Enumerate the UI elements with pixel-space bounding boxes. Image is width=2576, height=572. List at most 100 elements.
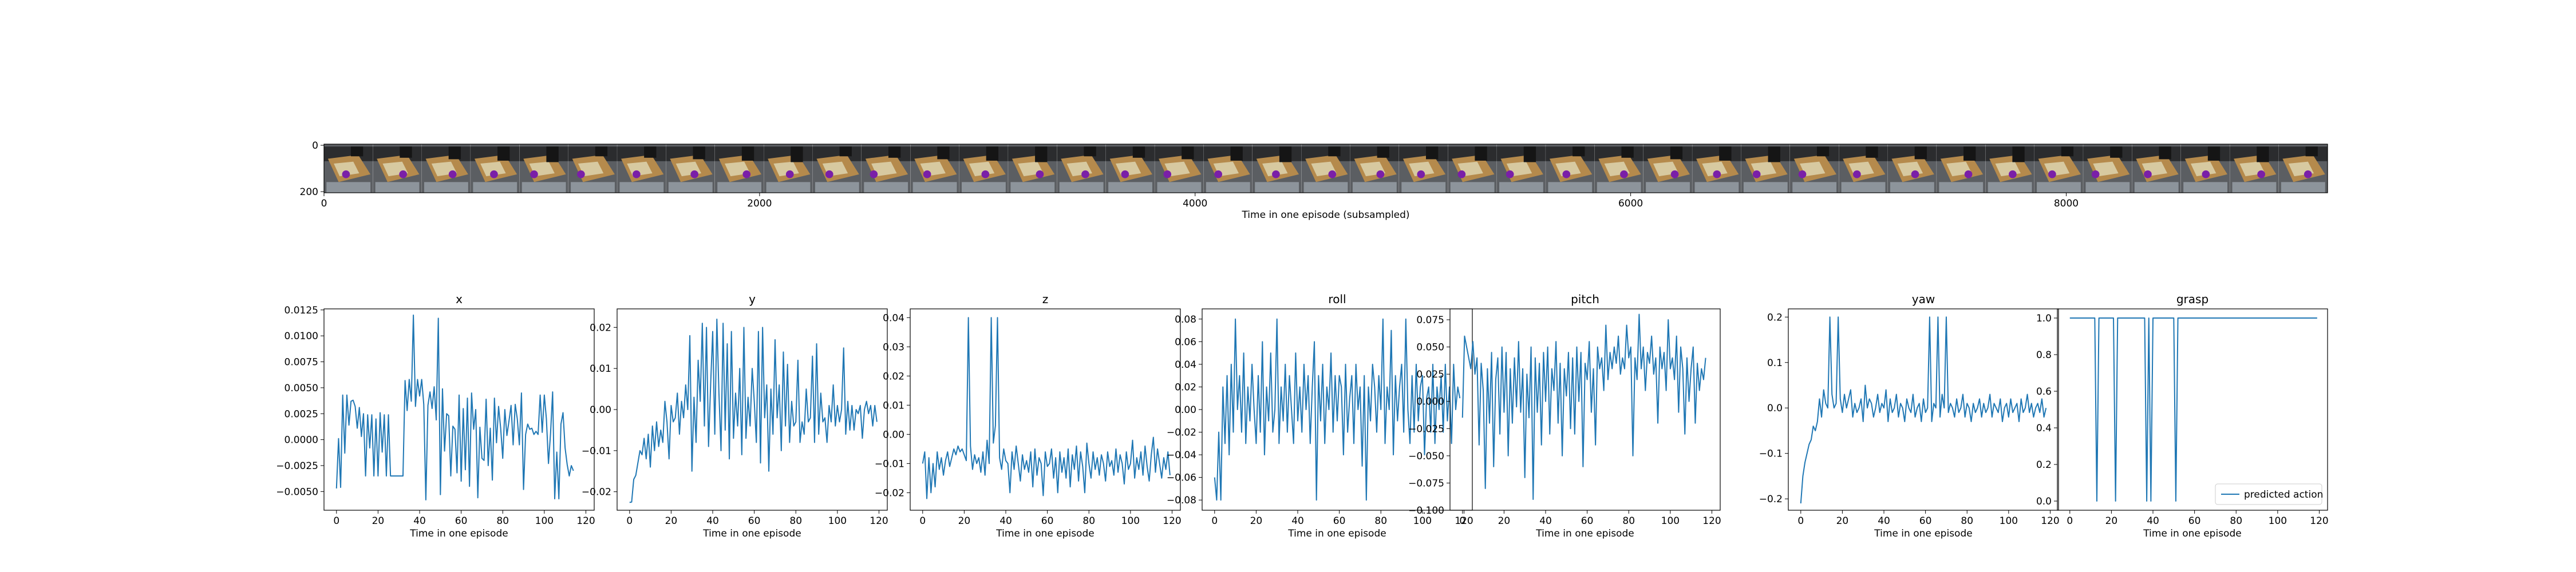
y-tick-label: 0.0100 [285, 331, 318, 342]
x-tick-label: 0 [1459, 515, 1465, 527]
x-tick-label: 80 [496, 515, 509, 527]
y-tick-label: 1.0 [2036, 313, 2052, 324]
filmstrip-frame [714, 144, 764, 193]
x-tick-label: 0 [1797, 515, 1804, 527]
filmstrip-frame [666, 144, 716, 193]
filmstrip-frame [1448, 144, 1498, 193]
series-line-roll [1214, 318, 1461, 501]
series-line-z [922, 317, 1171, 499]
chart-grasp: grasp Time in one episode 0 20 40 60 80 100 120 0… [2036, 292, 2329, 539]
x-tick-label: 40 [999, 515, 1012, 527]
x-axis-label: Time in one episode [1287, 528, 1386, 539]
y-tick-label: −0.04 [1167, 450, 1196, 461]
x-axis-label: Time in one episode [1874, 528, 1972, 539]
y-tick-label: 0.8 [2036, 349, 2052, 361]
series-line-yaw [1800, 316, 2047, 504]
filmstrip-x-tick-label: 4000 [1183, 198, 1207, 209]
legend-box [2215, 483, 2322, 505]
filmstrip-frame [1350, 144, 1400, 193]
x-tick-label: 20 [2105, 515, 2118, 527]
axes-frame [2057, 308, 2328, 511]
filmstrip-x-ticks: 0 2000 4000 6000 8000 [321, 193, 2079, 209]
chart-title: z [1042, 292, 1049, 306]
series-line-x [335, 314, 574, 500]
y-tick-label: −0.075 [1408, 478, 1444, 489]
x-tick-label: 120 [1702, 515, 1721, 527]
filmstrip-frame [2278, 144, 2328, 193]
y-tick-label: 0.6 [2036, 386, 2052, 398]
x-tick-label: 120 [1163, 515, 1181, 527]
y-tick-label: −0.0025 [276, 460, 318, 472]
filmstrip-frame [1105, 144, 1155, 193]
x-tick-label: 20 [665, 515, 678, 527]
x-tick-label: 60 [1041, 515, 1054, 527]
y-tick-label: −0.050 [1408, 451, 1444, 462]
series-line-grasp [2069, 317, 2317, 502]
x-tick-label: 120 [2310, 515, 2328, 527]
filmstrip-frame [2132, 144, 2182, 193]
axes-frame [1788, 308, 2059, 511]
y-tick-label: −0.0050 [276, 486, 318, 498]
y-tick-label: −0.1 [1759, 448, 1783, 460]
axes-frame [910, 308, 1181, 511]
chart-title: y [749, 292, 756, 306]
chart-title: pitch [1571, 292, 1599, 306]
y-tick-label: 0.06 [1175, 336, 1196, 348]
filmstrip-frame [1741, 144, 1791, 193]
y-tick-label: −0.01 [582, 446, 611, 457]
filmstrip-frame [764, 144, 813, 193]
filmstrip-frame [1546, 144, 1595, 193]
y-tick-label: 0.02 [883, 371, 904, 382]
x-tick-label: 100 [2269, 515, 2287, 527]
filmstrip-frame [324, 144, 373, 193]
filmstrip-x-tick-label: 6000 [1618, 198, 1643, 209]
x-tick-label: 60 [455, 515, 468, 527]
filmstrip-frame [2180, 144, 2230, 193]
y-tick-label: −0.06 [1167, 472, 1196, 484]
y-tick-label: 0.2 [1767, 312, 1783, 323]
y-tick-label: 0.0050 [285, 383, 318, 394]
x-tick-label: 0 [2067, 515, 2073, 527]
filmstrip-frame [1643, 144, 1693, 193]
filmstrip-y-tick-label: 200 [300, 186, 318, 198]
filmstrip-x-tick-label: 8000 [2054, 198, 2079, 209]
chart-y: y Time in one episode 0 20 40 60 80 100 120 −0.02… [582, 292, 888, 539]
x-tick-label: 20 [958, 515, 971, 527]
x-axis-label: Time in one episode [409, 528, 508, 539]
chart-title: grasp [2176, 292, 2208, 306]
filmstrip-xlabel: Time in one episode (subsampled) [1241, 209, 1409, 221]
y-tick-label: 0.0025 [285, 408, 318, 420]
x-tick-label: 40 [1291, 515, 1304, 527]
filmstrip-frame [1301, 144, 1350, 193]
x-tick-label: 80 [1374, 515, 1387, 527]
x-tick-label: 100 [1121, 515, 1140, 527]
filmstrip-frame [2034, 144, 2084, 193]
filmstrip-y-tick-label: 0 [312, 140, 318, 152]
x-tick-label: 0 [333, 515, 339, 527]
y-tick-label: −0.01 [875, 458, 904, 470]
chart-yaw: yaw Time in one episode 0 20 40 60 80 100 120 −0.… [1759, 292, 2060, 539]
filmstrip-frame [568, 144, 618, 193]
filmstrip-frame [1789, 144, 1839, 193]
x-tick-label: 80 [2230, 515, 2242, 527]
filmstrip-frame [1594, 144, 1644, 193]
x-axis-label: Time in one episode [702, 528, 801, 539]
filmstrip-frame [1008, 144, 1057, 193]
filmstrip-frame [2230, 144, 2279, 193]
y-tick-label: 0.1 [1767, 357, 1783, 369]
x-axis-label: Time in one episode [995, 528, 1094, 539]
x-tick-label: 100 [1413, 515, 1432, 527]
series-line-y [629, 318, 878, 503]
y-tick-label: −0.02 [1167, 427, 1196, 439]
filmstrip-frame [1057, 144, 1107, 193]
x-tick-label: 100 [2000, 515, 2018, 527]
filmstrip-frame [812, 144, 862, 193]
filmstrip-x-tick-label: 0 [321, 198, 327, 209]
y-tick-label: 0.050 [1416, 342, 1444, 353]
series-line-pitch [1461, 313, 1706, 500]
chart-title: x [456, 292, 463, 306]
y-tick-label: 0.0 [2036, 496, 2052, 507]
y-tick-label: 0.00 [883, 429, 904, 440]
x-tick-label: 80 [789, 515, 802, 527]
